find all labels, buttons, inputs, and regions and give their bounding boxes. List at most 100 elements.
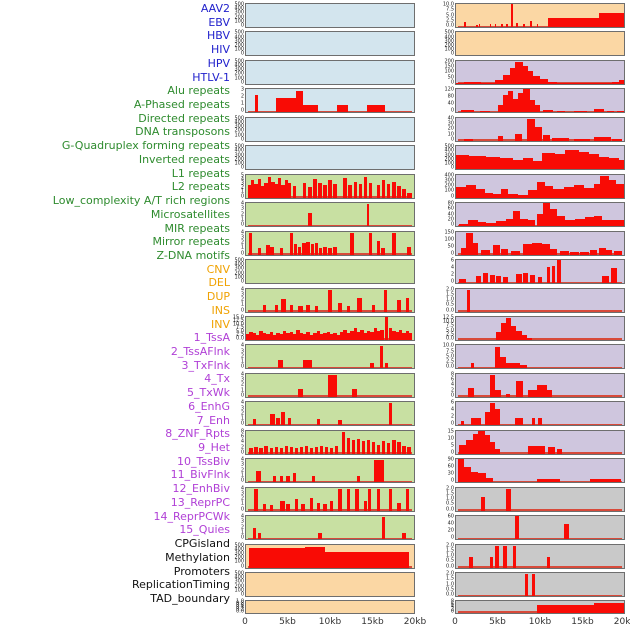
signal-bar (335, 445, 339, 454)
signal-bar (380, 329, 384, 340)
signal-bar (489, 24, 492, 27)
y-tick-label: 0 (240, 534, 244, 541)
signal-bar (289, 232, 294, 255)
signal-bar (402, 533, 406, 540)
y-tick-label: 2.0 (446, 570, 454, 577)
track-label: Alu repeats (167, 84, 230, 98)
signal-bar (293, 473, 297, 483)
signal-bar (309, 448, 314, 454)
y-tick-label: 1.5 (446, 490, 454, 497)
y-tick-label: 100 (444, 187, 454, 194)
signal-bar (511, 4, 514, 27)
y-tick-label: 2 (240, 239, 244, 246)
y-tick-label: 2.0 (446, 542, 454, 549)
track-panel-9-het: 2.0 1.5 1.0 0.5 0.0 (446, 287, 625, 313)
signal-bar (274, 305, 278, 312)
signal-bar (610, 268, 618, 284)
signal-bar (551, 265, 556, 284)
signal-bar (353, 328, 357, 340)
y-tick-label: 6 (450, 376, 454, 383)
track-panel-hbv: 500 400 300 200 100 0 (234, 59, 415, 85)
signal-bar (397, 502, 401, 511)
signal-bar (608, 158, 619, 170)
y-tick-label: 0 (450, 534, 454, 541)
signal-bar (516, 330, 522, 340)
signal-bar (590, 478, 621, 483)
signal-bar (373, 328, 378, 340)
y-tick-label: 10 (447, 435, 454, 442)
y-tick-label: 10.0 (442, 318, 454, 325)
y-tick-label: 500 (234, 58, 244, 65)
signal-bar (456, 83, 465, 84)
y-tick-label: 4 (240, 438, 244, 445)
y-tick-label: 300 (234, 152, 244, 159)
y-tick-label: 200 (234, 156, 244, 163)
signal-bar (277, 178, 282, 198)
track-label: 10_TssBiv (177, 454, 230, 468)
y-tick-label: 300 (444, 177, 454, 184)
signal-bar (523, 23, 525, 27)
y-tick-label: 40 (447, 100, 454, 107)
y-tick-label: 2 (240, 211, 244, 218)
signal-bar (384, 362, 388, 369)
signal-bar (494, 409, 500, 426)
signal-bar (356, 331, 361, 340)
signal-bar (514, 61, 524, 84)
y-tick-label: 40 (447, 520, 454, 527)
track-label: Methylation (165, 550, 230, 564)
signal-bar (543, 203, 551, 227)
signal-bar (323, 333, 327, 340)
signal-bar (333, 183, 337, 198)
signal-bar (387, 183, 391, 198)
signal-bar (461, 109, 475, 113)
track-panel-7-enh: 150 100 50 0 (444, 230, 625, 256)
signal-baseline (247, 423, 413, 426)
signal-bar (551, 138, 569, 141)
signal-bar (306, 305, 310, 312)
signal-bar (262, 333, 267, 340)
signal-bar (523, 158, 534, 170)
track-panel-del: 500 400 300 200 100 0 (234, 571, 415, 597)
signal-bar (284, 180, 288, 198)
y-tick-label: 30 (447, 470, 454, 477)
signal-bar (556, 82, 571, 84)
y-tick-label: 300 (234, 550, 244, 557)
signal-bar (397, 300, 401, 312)
signal-bar (316, 502, 320, 511)
signal-bar (555, 154, 566, 170)
y-tick-label: 2 (450, 606, 454, 613)
signal-bar (304, 445, 309, 454)
signal-bar (303, 334, 307, 340)
signal-bar (254, 488, 258, 511)
y-tick-label: 0.0 (446, 307, 454, 313)
track-panel-ebv: 500 400 300 200 100 0 (234, 30, 415, 57)
signal-bar (613, 251, 623, 255)
y-tick-label: 4 (450, 603, 454, 610)
y-tick-label: 500 (234, 542, 244, 549)
y-tick-label: 10 (447, 131, 454, 138)
x-tick-label: 0 (452, 616, 458, 627)
signal-bar (528, 189, 537, 198)
y-tick-label: 100 (234, 160, 244, 167)
signal-bar (383, 289, 388, 312)
signal-bar (314, 243, 319, 255)
y-tick-label: 20 (447, 527, 454, 534)
signal-bar (298, 305, 304, 312)
y-tick-label: 0.5 (446, 557, 454, 564)
y-tick-label: 4 (240, 485, 244, 492)
signal-bar (481, 496, 486, 511)
track-label: HPV (207, 56, 230, 70)
signal-bar (598, 13, 624, 27)
signal-bar (313, 333, 317, 340)
signal-bar (543, 110, 554, 113)
track-panel-3-txflnk: 40 30 20 10 0 (448, 116, 625, 142)
signal-bar (304, 546, 325, 568)
track-panel-promoters: 2.0 1.5 1.0 0.5 0.0 (446, 543, 625, 569)
y-tick-label: 90 (447, 456, 454, 463)
signal-bar (254, 183, 258, 198)
signal-bar (402, 333, 406, 340)
y-tick-label: 40 (447, 211, 454, 218)
